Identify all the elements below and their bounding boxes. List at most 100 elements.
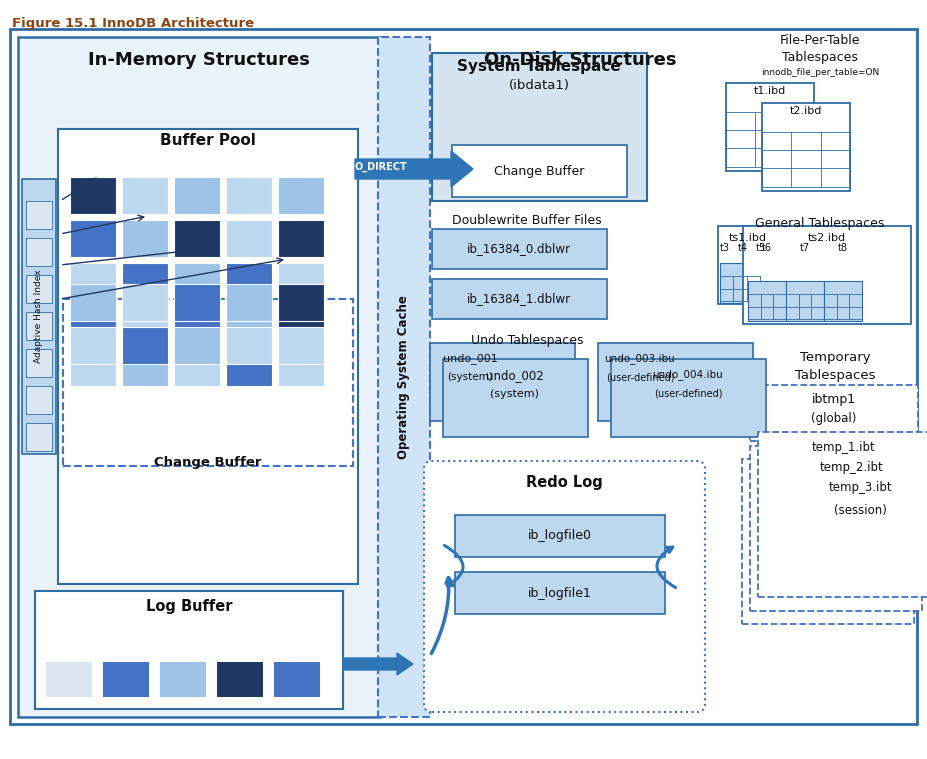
- Bar: [786, 281, 824, 321]
- Text: ibtmp1: ibtmp1: [812, 393, 856, 406]
- Text: Redo Log: Redo Log: [526, 475, 603, 490]
- Text: undo_002: undo_002: [486, 369, 544, 382]
- FancyBboxPatch shape: [424, 461, 705, 712]
- Bar: [122, 220, 168, 257]
- Text: undo_001: undo_001: [442, 353, 498, 364]
- Bar: [750, 446, 922, 611]
- Bar: [70, 220, 116, 257]
- Text: (user-defined): (user-defined): [605, 373, 674, 383]
- Text: (user-defined): (user-defined): [654, 389, 722, 399]
- Text: In-Memory Structures: In-Memory Structures: [88, 51, 310, 69]
- Text: temp_1.ibt: temp_1.ibt: [812, 441, 876, 454]
- Bar: [273, 661, 320, 697]
- Text: (session): (session): [833, 504, 886, 517]
- Bar: [18, 37, 380, 717]
- Bar: [174, 349, 220, 386]
- Text: ts1.ibd: ts1.ibd: [729, 233, 767, 243]
- Bar: [226, 220, 272, 257]
- Bar: [22, 179, 56, 454]
- Bar: [432, 53, 647, 201]
- Bar: [432, 279, 607, 319]
- Bar: [278, 284, 324, 321]
- Bar: [278, 327, 324, 364]
- Text: Tablespaces: Tablespaces: [794, 369, 875, 382]
- Text: (system): (system): [447, 372, 493, 382]
- Bar: [26, 201, 52, 229]
- Text: System Tablespace: System Tablespace: [457, 59, 621, 74]
- Bar: [598, 343, 753, 421]
- Bar: [278, 306, 324, 343]
- Bar: [26, 238, 52, 266]
- Text: Operating System Cache: Operating System Cache: [398, 295, 411, 459]
- Text: ib_logfile0: ib_logfile0: [528, 530, 592, 543]
- Bar: [58, 129, 358, 584]
- Bar: [102, 661, 149, 697]
- Text: temp_3.ibt: temp_3.ibt: [828, 481, 892, 494]
- Bar: [26, 386, 52, 414]
- Text: Figure 15.1 InnoDB Architecture: Figure 15.1 InnoDB Architecture: [12, 17, 254, 30]
- Bar: [63, 299, 353, 466]
- Bar: [226, 177, 272, 214]
- Bar: [748, 281, 786, 321]
- Bar: [758, 432, 927, 597]
- FancyArrow shape: [343, 653, 413, 675]
- Bar: [70, 263, 116, 300]
- Bar: [174, 327, 220, 364]
- Bar: [432, 229, 607, 269]
- Text: temp_2.ibt: temp_2.ibt: [820, 461, 883, 474]
- Bar: [378, 37, 430, 717]
- Text: Buffer Pool: Buffer Pool: [160, 133, 256, 148]
- FancyArrow shape: [355, 151, 473, 187]
- Bar: [278, 177, 324, 214]
- Text: General Tablespaces: General Tablespaces: [756, 217, 884, 230]
- Text: t5: t5: [756, 243, 766, 253]
- Bar: [226, 263, 272, 300]
- Bar: [70, 306, 116, 343]
- Text: t4: t4: [738, 243, 748, 253]
- Bar: [455, 515, 665, 557]
- Text: Log Buffer: Log Buffer: [146, 599, 233, 614]
- Bar: [26, 423, 52, 451]
- Bar: [174, 284, 220, 321]
- Bar: [122, 306, 168, 343]
- Bar: [122, 263, 168, 300]
- Text: ib_logfile1: ib_logfile1: [528, 587, 592, 600]
- Bar: [35, 591, 343, 709]
- Text: (ibdata1): (ibdata1): [509, 79, 569, 92]
- Bar: [762, 103, 850, 191]
- Bar: [452, 145, 627, 197]
- Bar: [278, 263, 324, 300]
- Bar: [174, 220, 220, 257]
- Text: ib_16384_1.dblwr: ib_16384_1.dblwr: [467, 292, 571, 306]
- Text: Temporary: Temporary: [800, 351, 870, 364]
- Bar: [226, 306, 272, 343]
- Bar: [26, 275, 52, 303]
- Bar: [70, 327, 116, 364]
- Text: ib_16384_0.dblwr: ib_16384_0.dblwr: [467, 242, 571, 256]
- Text: t2.ibd: t2.ibd: [790, 106, 822, 116]
- Text: Adaptive Hash Index: Adaptive Hash Index: [34, 269, 44, 363]
- Text: undo_004.ibu: undo_004.ibu: [653, 369, 723, 380]
- Text: On-Disk Structures: On-Disk Structures: [484, 51, 677, 69]
- Bar: [122, 349, 168, 386]
- Bar: [455, 572, 665, 614]
- Bar: [26, 312, 52, 340]
- Bar: [174, 177, 220, 214]
- Bar: [743, 226, 911, 324]
- Bar: [70, 177, 116, 214]
- Text: File-Per-Table: File-Per-Table: [780, 34, 860, 47]
- Bar: [226, 349, 272, 386]
- Text: O_DIRECT: O_DIRECT: [355, 162, 407, 172]
- Text: Change Buffer: Change Buffer: [494, 165, 584, 178]
- Bar: [430, 343, 575, 421]
- Bar: [174, 306, 220, 343]
- Bar: [122, 177, 168, 214]
- Bar: [216, 661, 263, 697]
- Bar: [720, 263, 760, 303]
- Text: t7: t7: [800, 243, 810, 253]
- Text: undo_003.ibu: undo_003.ibu: [604, 353, 676, 364]
- Bar: [70, 284, 116, 321]
- Text: innodb_file_per_table=ON: innodb_file_per_table=ON: [761, 68, 879, 77]
- Bar: [226, 284, 272, 321]
- Bar: [226, 327, 272, 364]
